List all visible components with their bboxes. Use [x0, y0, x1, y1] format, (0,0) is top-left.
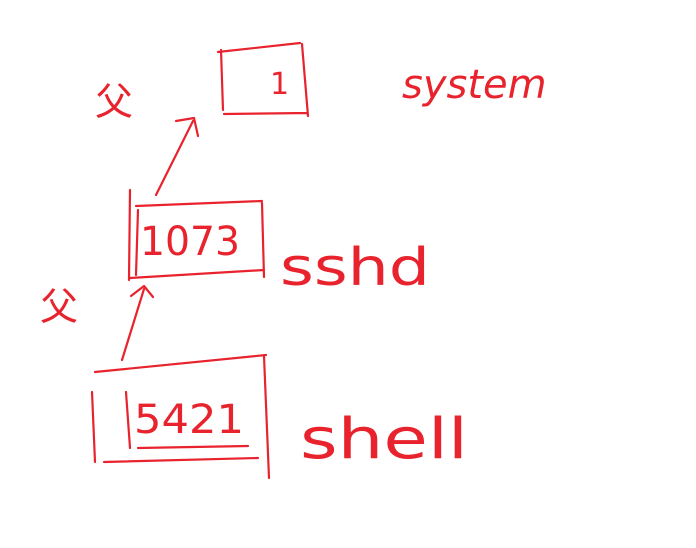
edge-shell-to-sshd-arrowhead [129, 284, 155, 299]
node-system-box [216, 41, 310, 118]
node-sshd-pid: 1073 [140, 219, 240, 265]
node-system-pid: 1 [270, 67, 289, 102]
edge-sshd-to-system-label: 父 [95, 80, 133, 124]
node-system-label: system [402, 62, 547, 108]
edge-shell-to-sshd: 父 [40, 284, 155, 362]
edge-shell-to-sshd-line [120, 287, 146, 362]
edge-sshd-to-system: 父 [95, 80, 200, 197]
node-shell: 5421 shell [90, 353, 468, 480]
edge-sshd-to-system-line [154, 119, 195, 197]
edge-shell-to-sshd-label: 父 [40, 285, 78, 329]
node-system: 1 system [216, 41, 547, 118]
node-sshd-box [127, 188, 266, 282]
node-shell-box [90, 353, 271, 480]
node-shell-label: shell [300, 407, 468, 472]
node-sshd-label: sshd [280, 238, 430, 298]
node-shell-pid: 5421 [134, 397, 244, 443]
node-sshd: 1073 sshd [127, 188, 430, 298]
edge-sshd-to-system-arrowhead [174, 116, 200, 138]
